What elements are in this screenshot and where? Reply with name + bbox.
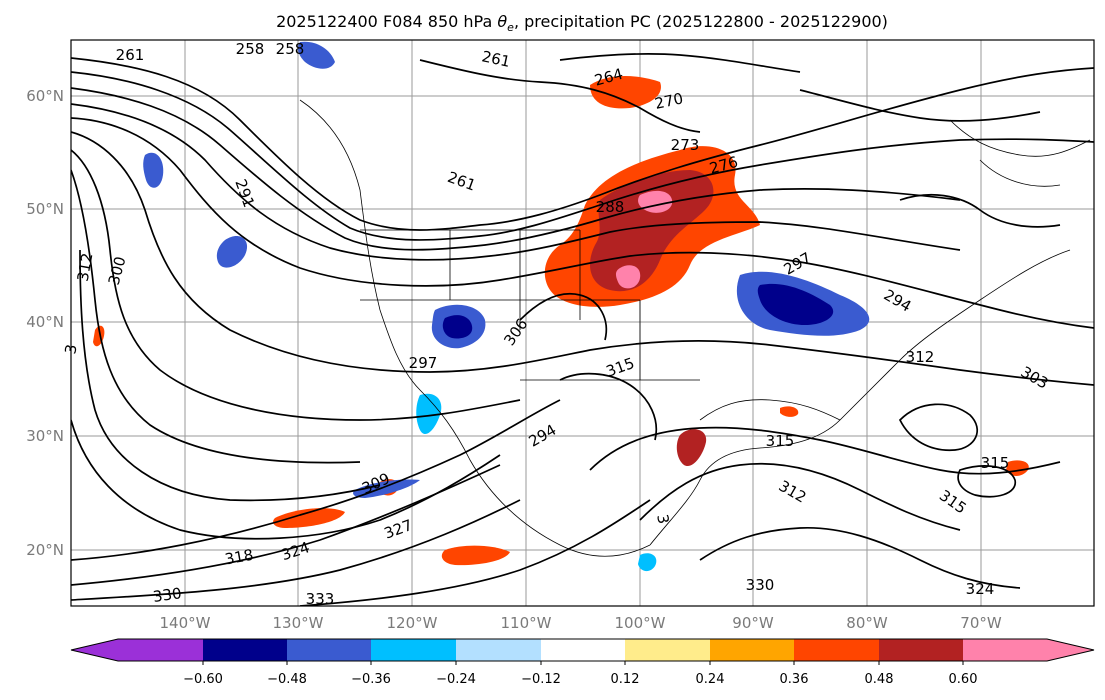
- colorbar-segment: [456, 639, 541, 661]
- contour-label: 330: [746, 576, 775, 594]
- colorbar: −0.60 −0.48 −0.36 −0.24 −0.12 0.12 0.24 …: [70, 638, 1095, 687]
- precip-negative-area: [297, 41, 335, 69]
- colorbar-tick: 0.60: [949, 672, 978, 687]
- colorbar-tick: −0.24: [436, 672, 476, 687]
- colorbar-tick: 0.12: [611, 672, 640, 687]
- lat-label: 40°N: [26, 313, 64, 331]
- contour-label: 330: [152, 584, 183, 606]
- contour-label: 333: [306, 590, 335, 608]
- lon-label: 130°W: [273, 614, 324, 632]
- contour-label: 273: [671, 136, 700, 154]
- map-panel: 261 258 258 261 264 270 273 276 288 261 …: [61, 39, 1095, 608]
- colorbar-segment: [710, 639, 794, 661]
- colorbar-tick: −0.48: [267, 672, 307, 687]
- colorbar-tick: −0.60: [183, 672, 223, 687]
- precip-negative-core: [757, 283, 834, 325]
- colorbar-segment: [963, 639, 1047, 661]
- theta-e-contours: [71, 52, 1094, 606]
- colorbar-segment: [203, 639, 287, 661]
- colorbar-segment: [625, 639, 710, 661]
- colorbar-extend-low: [71, 639, 118, 661]
- colorbar-segment: [118, 639, 203, 661]
- colorbar-extend-high: [1047, 639, 1094, 661]
- colorbar-tick: 0.48: [865, 672, 894, 687]
- lon-label: 80°W: [846, 614, 888, 632]
- contour-label: 261: [116, 46, 145, 64]
- lon-label: 140°W: [160, 614, 211, 632]
- contour-label: 315: [766, 432, 795, 450]
- precip-positive-area: [780, 406, 799, 417]
- colorbar-tick: 0.36: [780, 672, 809, 687]
- precip-negative-light: [416, 393, 442, 435]
- lon-label: 120°W: [387, 614, 438, 632]
- contour-label: 297: [409, 354, 438, 372]
- colorbar-segment: [371, 639, 456, 661]
- latitude-labels: 60°N 50°N 40°N 30°N 20°N: [26, 87, 64, 559]
- contour-label: 324: [966, 580, 995, 598]
- colorbar-segment: [541, 639, 625, 661]
- coastlines: [299, 99, 1091, 557]
- longitude-labels: 140°W 130°W 120°W 110°W 100°W 90°W 80°W …: [160, 614, 1002, 632]
- precip-positive-max: [615, 265, 641, 289]
- precip-positive-core: [676, 429, 707, 467]
- lon-label: 90°W: [732, 614, 774, 632]
- lat-label: 50°N: [26, 200, 64, 218]
- lon-label: 70°W: [960, 614, 1002, 632]
- precip-positive-area: [441, 545, 510, 566]
- colorbar-segment: [287, 639, 371, 661]
- contour-label: 312: [74, 251, 97, 282]
- lon-label: 100°W: [615, 614, 666, 632]
- colorbar-tick: −0.12: [521, 672, 561, 687]
- precip-negative-core: [442, 315, 473, 339]
- map-frame: [70, 39, 1095, 607]
- precip-negative-area: [143, 152, 164, 188]
- contour-label: 258: [276, 40, 305, 58]
- contour-label: 315: [981, 454, 1010, 472]
- lat-label: 30°N: [26, 427, 64, 445]
- colorbar-segment: [794, 639, 879, 661]
- precip-positive-area: [273, 508, 345, 528]
- contour-label: 318: [223, 546, 254, 569]
- contour-label: 288: [596, 198, 625, 216]
- contour-label: 261: [480, 47, 512, 71]
- map-title: 2025122400 F084 850 hPa θe, precipitatio…: [276, 12, 888, 34]
- colorbar-segment: [879, 639, 963, 661]
- precip-negative-area: [353, 479, 420, 498]
- precip-negative-area: [216, 235, 248, 268]
- lon-label: 110°W: [501, 614, 552, 632]
- contour-label: 270: [653, 89, 685, 113]
- precip-negative-light: [638, 553, 657, 572]
- lat-label: 20°N: [26, 541, 64, 559]
- contour-label: 312: [906, 348, 935, 366]
- lat-label: 60°N: [26, 87, 64, 105]
- precip-positive-area: [590, 76, 661, 109]
- contour-label: 3: [653, 513, 672, 526]
- contour-label: 258: [236, 40, 265, 58]
- colorbar-tick: 0.24: [696, 672, 725, 687]
- colorbar-tick: −0.36: [351, 672, 391, 687]
